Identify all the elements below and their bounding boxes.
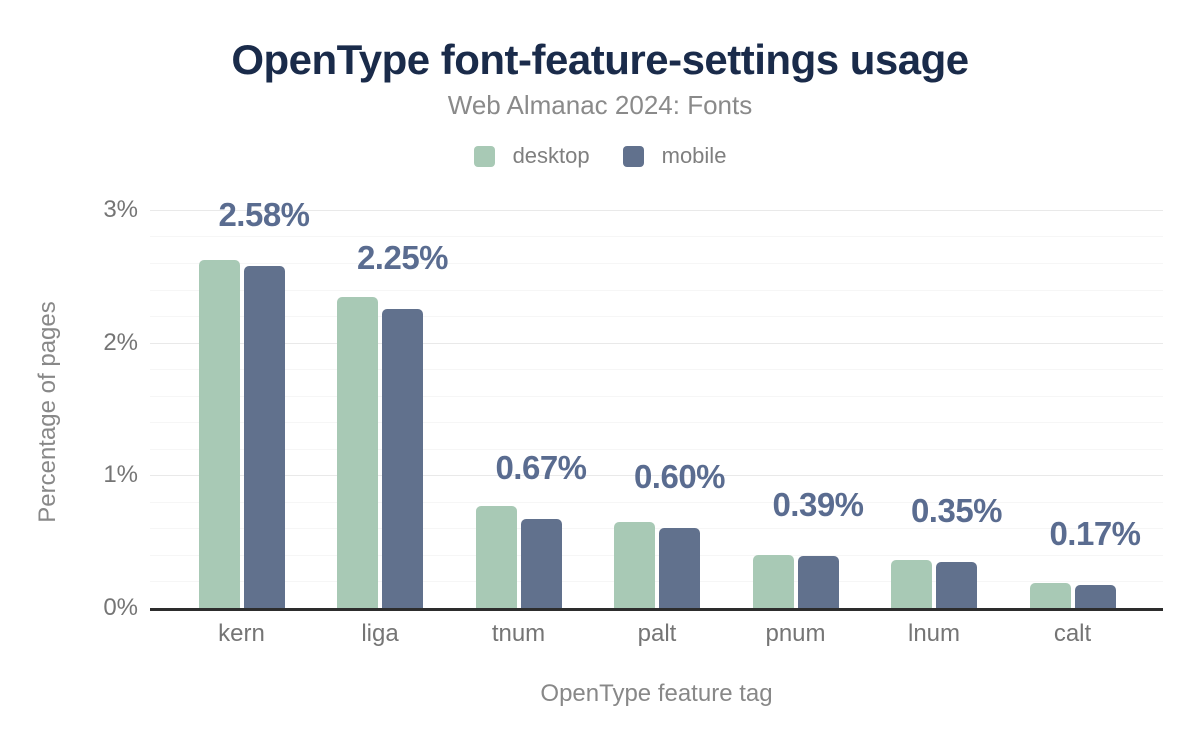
bar-mobile-kern bbox=[243, 265, 285, 608]
major-gridline bbox=[150, 342, 1163, 344]
legend-label-desktop: desktop bbox=[512, 143, 590, 168]
x-axis-label-lnum: lnum bbox=[907, 620, 961, 647]
bar-desktop-lnum bbox=[891, 560, 932, 608]
data-label-calt: 0.17% bbox=[1049, 515, 1141, 553]
minor-gridline bbox=[150, 581, 1163, 583]
bar-desktop-liga bbox=[337, 297, 378, 608]
minor-gridline bbox=[150, 262, 1163, 264]
minor-gridline bbox=[150, 448, 1163, 450]
data-label-lnum: 0.35% bbox=[910, 491, 1003, 529]
x-axis-line bbox=[150, 608, 1163, 611]
minor-gridline bbox=[150, 501, 1163, 503]
minor-gridline bbox=[150, 369, 1163, 371]
data-label-liga: 2.25% bbox=[356, 239, 449, 277]
legend-label-mobile: mobile bbox=[661, 143, 727, 168]
plot-area: 2.58% 2.25% 0.67% 0.60% 0.39% 0.35% 0.17% bbox=[150, 195, 1163, 611]
minor-gridline bbox=[150, 395, 1163, 397]
legend-swatch-mobile bbox=[622, 145, 644, 167]
data-label-palt: 0.60% bbox=[633, 458, 726, 496]
y-axis-tick-label: 2% bbox=[103, 328, 138, 356]
minor-gridline bbox=[150, 528, 1163, 530]
data-label-pnum: 0.39% bbox=[772, 486, 864, 524]
bar-mobile-pnum bbox=[797, 556, 839, 608]
bar-mobile-liga bbox=[382, 309, 423, 608]
bar-mobile-tnum bbox=[520, 519, 562, 608]
x-axis-label-pnum: pnum bbox=[765, 620, 826, 647]
chart-subtitle: Web Almanac 2024: Fonts bbox=[447, 90, 753, 120]
chart-title: OpenType font-feature-settings usage bbox=[231, 36, 969, 83]
x-axis-label-palt: palt bbox=[637, 620, 677, 647]
y-axis-tick-label: 1% bbox=[103, 461, 138, 489]
x-axis-title: OpenType feature tag bbox=[540, 680, 773, 707]
minor-gridline bbox=[150, 289, 1163, 291]
major-gridline bbox=[150, 209, 1163, 211]
bar-desktop-pnum bbox=[752, 554, 794, 608]
bar-desktop-tnum bbox=[475, 505, 517, 608]
data-label-tnum: 0.67% bbox=[495, 449, 587, 487]
bar-desktop-palt bbox=[614, 521, 655, 608]
minor-gridline bbox=[150, 316, 1163, 318]
minor-gridline bbox=[150, 236, 1163, 238]
bar-mobile-lnum bbox=[936, 561, 977, 608]
y-axis-tick-label: 3% bbox=[103, 195, 138, 223]
bar-desktop-kern bbox=[198, 260, 240, 608]
legend: desktop mobile bbox=[0, 143, 1200, 169]
x-axis-label-kern: kern bbox=[218, 620, 265, 647]
y-axis-tick-label: 0% bbox=[103, 594, 138, 621]
major-gridline bbox=[150, 475, 1163, 477]
minor-gridline bbox=[150, 554, 1163, 556]
legend-item-mobile: mobile bbox=[622, 143, 727, 169]
legend-swatch-desktop bbox=[473, 145, 495, 167]
x-axis-label-calt: calt bbox=[1053, 620, 1092, 647]
bar-mobile-palt bbox=[659, 528, 700, 608]
data-label-kern: 2.58% bbox=[218, 195, 310, 233]
minor-gridline bbox=[150, 422, 1163, 424]
x-axis-label-liga: liga bbox=[361, 620, 399, 647]
legend-item-desktop: desktop bbox=[473, 143, 590, 169]
bar-mobile-calt bbox=[1074, 585, 1116, 608]
bar-desktop-calt bbox=[1029, 582, 1071, 608]
x-axis-label-tnum: tnum bbox=[491, 620, 546, 647]
